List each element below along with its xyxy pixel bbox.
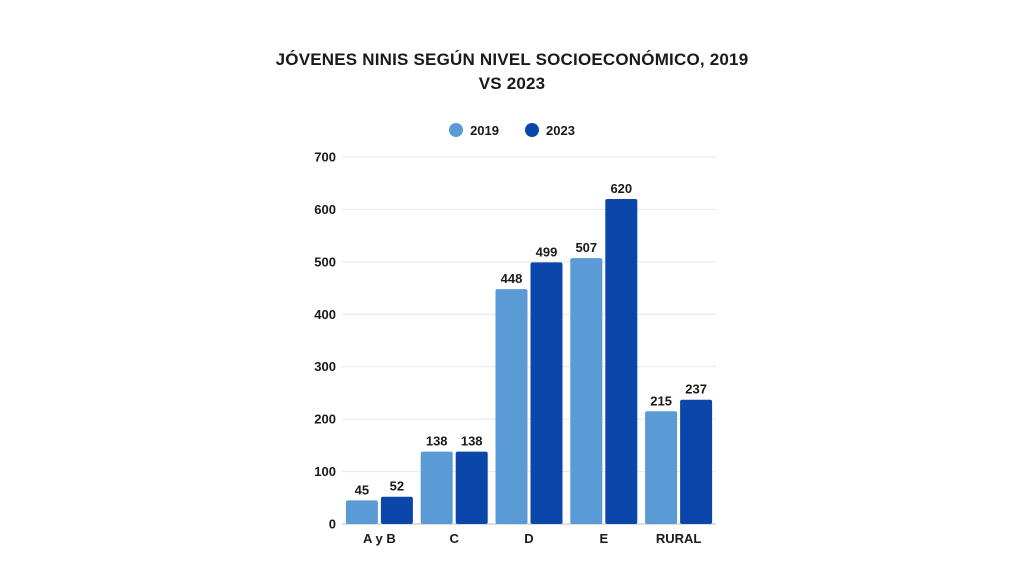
chart-title: JÓVENES NINIS SEGÚN NIVEL SOCIOECONÓMICO… (275, 50, 749, 93)
x-tick-label-c: C (450, 531, 460, 546)
data-label-e-2019: 507 (575, 240, 597, 255)
legend-swatch-2023 (525, 123, 539, 137)
x-tick-label-d: D (524, 531, 533, 546)
bar-rural-2019 (645, 411, 678, 524)
y-tick-label-400: 400 (314, 307, 336, 322)
bar-c-2019 (420, 451, 453, 524)
y-tick-label-600: 600 (314, 202, 336, 217)
legend-label-2019: 2019 (470, 122, 499, 138)
y-tick-label-200: 200 (314, 412, 336, 427)
y-tick-label-700: 700 (314, 150, 336, 165)
bar-rural-2023 (680, 399, 713, 524)
x-tick-label-a-y-b: A y B (363, 531, 396, 546)
y-tick-label-500: 500 (314, 254, 336, 269)
data-label-d-2023: 499 (536, 244, 558, 259)
legend-item-2019: 2019 (449, 120, 499, 140)
y-tick-label-0: 0 (329, 517, 336, 532)
bar-e-2019 (570, 258, 603, 524)
bar-d-2023 (530, 262, 563, 524)
bar-a-y-b-2023 (380, 496, 413, 524)
data-label-c-2019: 138 (426, 434, 448, 449)
legend: 2019 2023 (0, 120, 1024, 140)
legend-item-2023: 2023 (525, 120, 575, 140)
bar-c-2023 (455, 451, 488, 524)
bar-d-2019 (495, 289, 528, 524)
data-label-rural-2019: 215 (650, 393, 672, 408)
data-label-c-2023: 138 (461, 434, 483, 449)
x-tick-label-rural: RURAL (656, 531, 702, 546)
y-tick-label-300: 300 (314, 359, 336, 374)
x-tick-label-e: E (599, 531, 608, 546)
data-label-e-2023: 620 (610, 181, 632, 196)
bar-a-y-b-2019 (345, 500, 378, 524)
data-label-a-y-b-2023: 52 (390, 479, 404, 494)
legend-label-2023: 2023 (546, 122, 575, 138)
legend-swatch-2019 (449, 123, 464, 137)
data-label-d-2019: 448 (501, 271, 523, 286)
data-label-a-y-b-2019: 45 (355, 482, 369, 497)
y-tick-label-100: 100 (314, 464, 336, 479)
bar-e-2023 (605, 198, 638, 524)
data-label-rural-2023: 237 (685, 382, 707, 397)
